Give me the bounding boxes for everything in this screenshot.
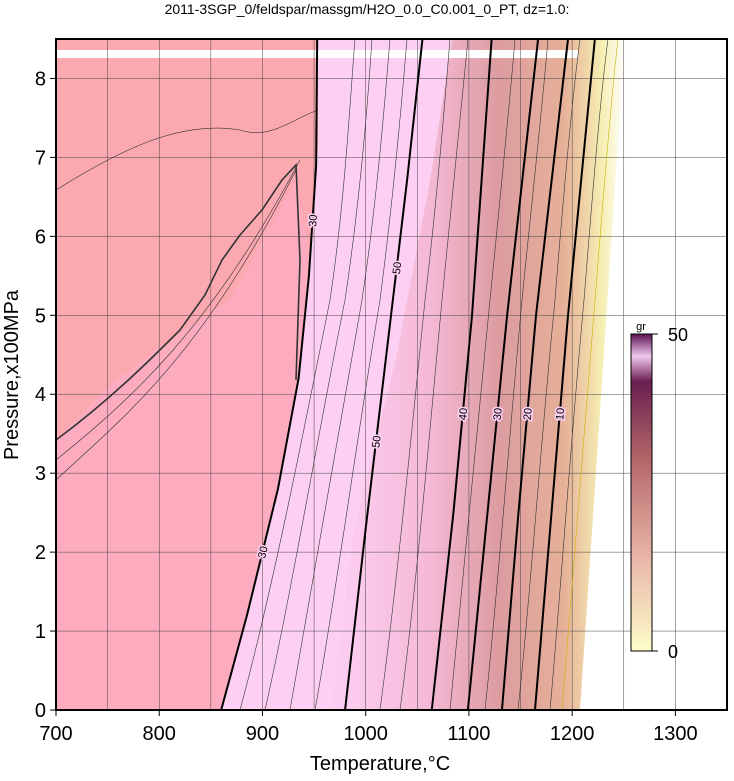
y-tick-label: 0 [35, 700, 46, 722]
thin-contour [55, 109, 319, 191]
thin-contour [289, 38, 391, 711]
thin-contour [314, 38, 408, 711]
contour-label: 20 [522, 407, 535, 420]
x-tick-label: 1200 [550, 723, 595, 745]
y-axis-label: Pressure,x100MPa [1, 289, 23, 460]
region-fill [330, 39, 625, 710]
contour-label: 40 [457, 407, 470, 420]
y-tick-label: 4 [35, 384, 46, 406]
chart-title: 2011-3SGP_0/feldspar/massgm/H2O_0.0_C0.0… [165, 1, 570, 17]
y-tick-label: 1 [35, 621, 46, 643]
contour-line [220, 38, 319, 711]
thin-contour [399, 38, 469, 711]
contour-line [344, 38, 424, 711]
contour-label: 10 [554, 407, 567, 420]
colorbar-ticks: 0 50 [652, 325, 688, 662]
contour-label: 10 [554, 407, 567, 420]
y-tick-label: 7 [35, 147, 46, 169]
contour-label: 20 [522, 407, 535, 420]
x-axis-label: Temperature,°C [310, 753, 450, 775]
region-fill [56, 180, 310, 710]
contour-line [430, 38, 493, 711]
contour-label: 50 [391, 261, 404, 275]
contour-line [533, 38, 596, 711]
x-tick-label: 1300 [653, 723, 698, 745]
thin-contour [484, 38, 549, 711]
thin-contour [517, 38, 581, 711]
fill-regions [56, 39, 727, 710]
axes: 700 800 900 1000 1100 1200 1300 0 1 2 3 4 5 6 7 8 [35, 68, 698, 745]
plot-frame [55, 38, 728, 711]
y-tick-label: 8 [35, 68, 46, 90]
thin-contour [55, 169, 297, 481]
thin-contour [549, 38, 609, 711]
contour-label: 30 [492, 407, 505, 420]
x-tick-label: 1100 [447, 723, 490, 745]
x-tick-label: 700 [39, 723, 72, 745]
contour-label: 50 [370, 435, 383, 449]
boundary-line [55, 163, 301, 441]
thin-contour [55, 159, 301, 461]
contour-label: 30 [492, 407, 505, 420]
x-tick-label: 900 [246, 723, 279, 745]
thin-contour [379, 38, 451, 711]
contour-label: 40 [457, 407, 470, 420]
contour-line [500, 38, 570, 711]
contour-line [466, 38, 540, 711]
y-tick-label: 6 [35, 226, 46, 248]
grid [56, 39, 727, 711]
y-tick-label: 5 [35, 305, 46, 327]
colorbar-label: gr [636, 321, 646, 333]
contour-label: 30 [307, 214, 320, 227]
colorbar [630, 333, 653, 652]
x-tick-label: 800 [143, 723, 176, 745]
x-tick-label: 1000 [343, 723, 388, 745]
thin-contour [239, 38, 356, 711]
thin-contour [264, 38, 373, 711]
contour-label: 30 [256, 545, 271, 560]
colorbar-tick-label: 0 [668, 642, 678, 662]
region-fill [222, 39, 452, 710]
y-tick-label: 2 [35, 542, 46, 564]
colorbar-tick-label: 50 [668, 325, 688, 345]
y-tick-label: 3 [35, 463, 46, 485]
